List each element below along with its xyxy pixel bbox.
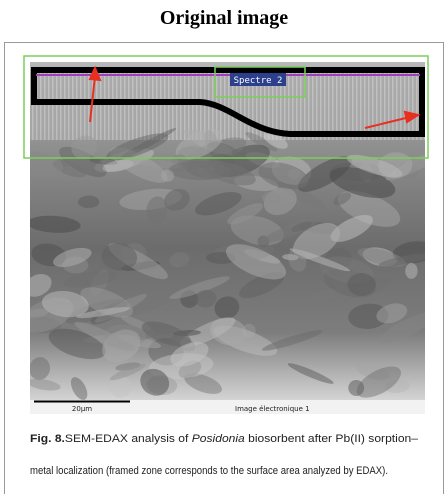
image-label: Image électronique 1 (235, 405, 310, 413)
caption-line-1: Fig. 8.SEM-EDAX analysis of Posidonia bi… (30, 433, 419, 445)
page-title: Original image (160, 7, 288, 29)
figure-view: Original image Spectre 2 20µm Image élec… (0, 0, 448, 494)
caption-label: Fig. 8. (30, 433, 65, 445)
scale-label: 20µm (72, 405, 92, 413)
page: Original image Spectre 2 20µm Image élec… (0, 0, 448, 494)
caption-text: biosorbent after Pb(II) sorption– (245, 433, 419, 445)
spectrum-label: Spectre 2 (234, 76, 283, 86)
caption-text: SEM-EDAX analysis of (65, 433, 192, 445)
caption-line-2: metal localization (framed zone correspo… (30, 465, 388, 477)
caption-species: Posidonia (192, 433, 245, 445)
